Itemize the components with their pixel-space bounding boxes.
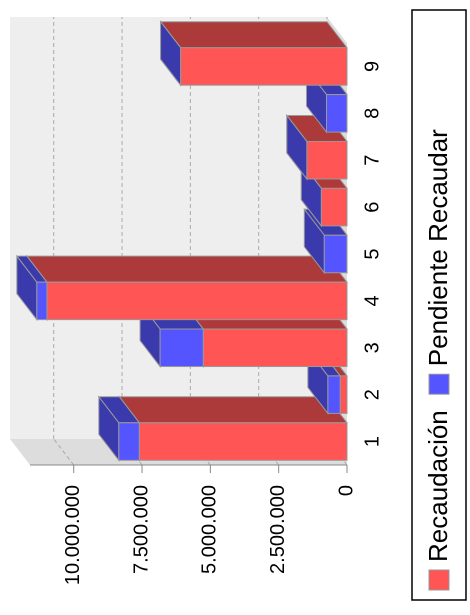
- bar: [320, 187, 348, 227]
- legend-label: Recaudación: [423, 410, 453, 562]
- y-tick-label: 7.500.000: [130, 485, 152, 574]
- bar-side: [159, 21, 349, 49]
- bar: [306, 140, 348, 180]
- x-tick-label: 1: [361, 436, 383, 447]
- bar: [326, 94, 348, 133]
- bar: [180, 47, 348, 86]
- grid-line: [53, 438, 75, 466]
- legend-box: [411, 9, 467, 601]
- y-tick-label: 10.000.000: [62, 485, 84, 585]
- legend-swatch: [428, 373, 450, 395]
- x-tick-label: 3: [361, 342, 383, 353]
- bar: [339, 375, 348, 414]
- bar-top: [160, 20, 182, 87]
- bar: [36, 281, 48, 321]
- legend-label: Pendiente Recaudar: [423, 129, 453, 366]
- y-tick-label: 2.500.000: [267, 485, 289, 574]
- x-tick-label: 7: [361, 155, 383, 166]
- x-tick-label: 8: [361, 108, 383, 119]
- bar: [159, 328, 204, 368]
- bar: [118, 422, 140, 461]
- legend-swatch: [428, 569, 450, 591]
- bar: [327, 375, 341, 414]
- bar-top: [286, 113, 308, 181]
- y-tick-label: 5.000.000: [199, 485, 221, 574]
- x-tick-label: 2: [361, 389, 383, 400]
- x-tick-label: 5: [361, 248, 383, 259]
- bar: [138, 422, 348, 461]
- bar: [46, 281, 348, 321]
- bar-side: [25, 255, 349, 283]
- bar-side: [118, 396, 349, 424]
- bar: [323, 234, 348, 274]
- x-tick-label: 6: [361, 202, 383, 213]
- y-tick-label: 0: [335, 485, 357, 496]
- rotated-plot: 0 2.500.000 5.000.000 7.500.000 10.000.000 1 2…: [10, 9, 467, 601]
- bar: [202, 328, 348, 368]
- x-tick-label: 4: [361, 295, 383, 306]
- x-tick-label: 9: [361, 61, 383, 72]
